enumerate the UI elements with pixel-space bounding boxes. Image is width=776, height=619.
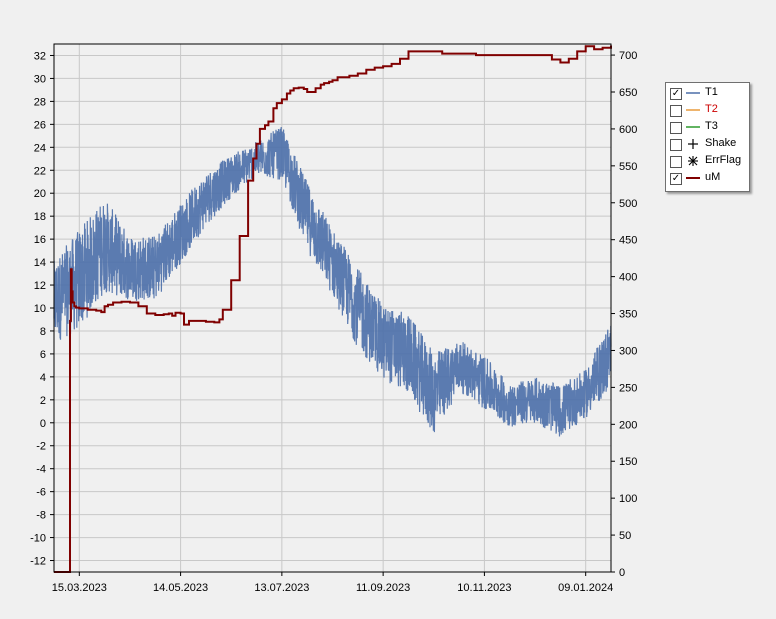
line-swatch-icon <box>686 109 700 111</box>
x-tick-label: 09.01.2024 <box>558 582 613 594</box>
y-left-tick-label: 0 <box>40 418 46 430</box>
y-right-tick-label: 500 <box>619 198 637 210</box>
y-right-tick-label: 100 <box>619 493 637 505</box>
y-right-tick-label: 0 <box>619 567 625 579</box>
x-tick-label: 13.07.2023 <box>254 582 309 594</box>
y-left-tick-label: 26 <box>34 119 46 131</box>
y-left-tick-label: 12 <box>34 280 46 292</box>
y-left-tick-label: 16 <box>34 234 46 246</box>
y-right-tick-label: 250 <box>619 382 637 394</box>
legend-item-t1[interactable]: ✓ T1 <box>666 85 749 102</box>
y-left-tick-label: -10 <box>30 533 46 545</box>
y-left-tick-label: 2 <box>40 395 46 407</box>
y-left-tick-label: -12 <box>30 556 46 568</box>
legend-checkbox-t3[interactable] <box>670 122 682 134</box>
x-tick-label: 11.09.2023 <box>356 582 410 594</box>
y-right-tick-label: 600 <box>619 124 637 136</box>
legend-item-shake[interactable]: Shake <box>666 136 749 153</box>
grid <box>54 44 611 572</box>
legend-item-errflag[interactable]: ErrFlag <box>666 153 749 170</box>
legend-checkbox-t2[interactable] <box>670 105 682 117</box>
x-axis: 15.03.2023 14.05.2023 13.07.2023 11.09.2023… <box>52 572 613 594</box>
plus-marker-icon <box>688 139 698 149</box>
asterisk-marker-icon <box>688 156 698 166</box>
y-left-tick-label: -6 <box>36 487 46 499</box>
y-left-tick-label: 24 <box>34 142 46 154</box>
y-left-tick-label: -8 <box>36 510 46 522</box>
y-left-tick-label: 28 <box>34 96 46 108</box>
y-left-tick-label: -4 <box>36 464 46 476</box>
y-right-tick-label: 400 <box>619 272 637 284</box>
y-left-tick-label: 30 <box>34 73 46 85</box>
y-right-tick-label: 350 <box>619 309 637 321</box>
y-left-tick-label: 20 <box>34 188 46 200</box>
x-tick-label: 14.05.2023 <box>153 582 208 594</box>
legend-label-um: uM <box>705 171 721 183</box>
y-left-tick-label: 22 <box>34 165 46 177</box>
y-left-tick-label: 6 <box>40 349 46 361</box>
y-left-tick-label: 4 <box>40 372 46 384</box>
line-swatch-icon <box>686 177 700 179</box>
y-right-tick-label: 300 <box>619 345 637 357</box>
x-tick-label: 10.11.2023 <box>457 582 511 594</box>
series-t1-line <box>53 126 612 437</box>
y-right-tick-label: 700 <box>619 50 637 62</box>
y-left-tick-label: 8 <box>40 326 46 338</box>
legend-item-um[interactable]: ✓ uM <box>666 170 749 187</box>
legend-label-shake: Shake <box>705 137 737 149</box>
series-um-line <box>54 45 612 573</box>
series-t1 <box>53 126 612 437</box>
legend-item-t3[interactable]: T3 <box>666 119 749 136</box>
line-swatch-icon <box>686 92 700 94</box>
y-right-tick-label: 450 <box>619 235 637 247</box>
legend-label-t1: T1 <box>705 86 718 98</box>
y-left-tick-label: 10 <box>34 303 46 315</box>
y-right-tick-label: 550 <box>619 161 637 173</box>
line-swatch-icon <box>686 126 700 128</box>
y-left-tick-label: 18 <box>34 211 46 223</box>
legend-checkbox-um[interactable]: ✓ <box>670 173 682 185</box>
y-right-tick-label: 50 <box>619 530 631 542</box>
legend-label-errflag: ErrFlag <box>705 154 742 166</box>
y-left-tick-label: 32 <box>34 50 46 62</box>
legend-checkbox-shake[interactable] <box>670 139 682 151</box>
legend-label-t3: T3 <box>705 120 718 132</box>
legend: ✓ T1 T2 T3 Shake ErrFlag ✓ uM <box>665 82 750 192</box>
y-right-axis: 0 50 100 150 200 250 300 350 400 450 500 550 600 650 7… <box>611 50 637 579</box>
y-left-tick-label: 14 <box>34 257 46 269</box>
legend-item-t2[interactable]: T2 <box>666 102 749 119</box>
legend-checkbox-errflag[interactable] <box>670 156 682 168</box>
y-right-tick-label: 650 <box>619 87 637 99</box>
y-left-tick-label: -2 <box>36 441 46 453</box>
legend-checkbox-t1[interactable]: ✓ <box>670 88 682 100</box>
x-tick-label: 15.03.2023 <box>52 582 107 594</box>
y-right-tick-label: 200 <box>619 419 637 431</box>
y-right-tick-label: 150 <box>619 456 637 468</box>
legend-label-t2: T2 <box>705 103 718 115</box>
y-left-axis: -12-10-8-6-4-202468101214161820222426283… <box>30 50 54 568</box>
